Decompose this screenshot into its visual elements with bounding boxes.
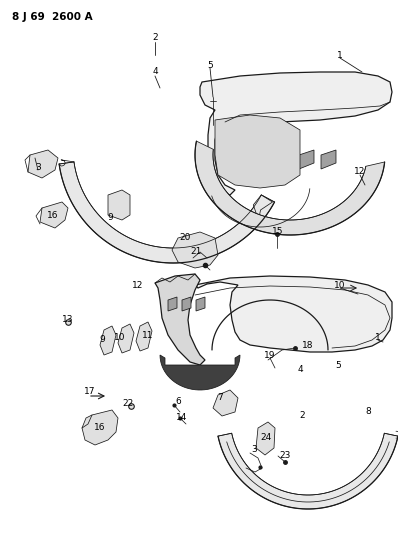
Polygon shape [200, 72, 392, 195]
Polygon shape [172, 232, 218, 268]
Polygon shape [218, 433, 398, 509]
Polygon shape [299, 150, 314, 169]
Polygon shape [118, 324, 134, 353]
Text: 8: 8 [365, 408, 371, 416]
Text: 12: 12 [132, 281, 144, 290]
Polygon shape [100, 326, 116, 355]
Text: 10: 10 [334, 281, 346, 290]
Text: 4: 4 [297, 366, 303, 375]
Text: 12: 12 [354, 167, 366, 176]
Text: 18: 18 [302, 342, 314, 351]
Text: 9: 9 [99, 335, 105, 344]
Polygon shape [213, 390, 238, 416]
Text: 9: 9 [107, 214, 113, 222]
Text: 2: 2 [299, 411, 305, 421]
Text: 1: 1 [375, 334, 381, 343]
Polygon shape [82, 410, 118, 445]
Text: 16: 16 [94, 424, 106, 432]
Text: 16: 16 [47, 211, 59, 220]
Polygon shape [277, 150, 292, 169]
Text: 1: 1 [337, 51, 343, 60]
Text: 3: 3 [35, 164, 41, 173]
Text: 19: 19 [264, 351, 276, 360]
Polygon shape [28, 150, 58, 178]
Polygon shape [182, 297, 191, 311]
Polygon shape [40, 202, 68, 228]
Polygon shape [321, 150, 336, 169]
Polygon shape [155, 274, 205, 365]
Text: 8 J 69  2600 A: 8 J 69 2600 A [12, 12, 93, 22]
Polygon shape [59, 162, 275, 263]
Polygon shape [160, 355, 240, 390]
Text: 23: 23 [279, 451, 291, 461]
Text: 22: 22 [122, 400, 134, 408]
Text: 10: 10 [114, 333, 126, 342]
Text: 14: 14 [176, 414, 188, 423]
Text: 3: 3 [251, 446, 257, 455]
Text: 13: 13 [62, 316, 74, 325]
Text: 5: 5 [335, 360, 341, 369]
Polygon shape [253, 195, 273, 220]
Text: 17: 17 [84, 387, 96, 397]
Text: 15: 15 [272, 228, 284, 237]
Text: 21: 21 [190, 247, 202, 256]
Text: 4: 4 [152, 68, 158, 77]
Polygon shape [136, 322, 152, 351]
Polygon shape [168, 297, 177, 311]
Text: 20: 20 [179, 233, 191, 243]
Text: 5: 5 [207, 61, 213, 69]
Polygon shape [195, 141, 384, 235]
Text: 7: 7 [217, 393, 223, 402]
Text: 2: 2 [152, 34, 158, 43]
Text: 11: 11 [142, 330, 154, 340]
Polygon shape [256, 422, 275, 455]
Polygon shape [108, 190, 130, 220]
Text: 24: 24 [260, 432, 271, 441]
Text: 6: 6 [175, 398, 181, 407]
Polygon shape [195, 276, 392, 352]
Polygon shape [196, 297, 205, 311]
Polygon shape [215, 115, 300, 188]
Polygon shape [255, 150, 270, 169]
